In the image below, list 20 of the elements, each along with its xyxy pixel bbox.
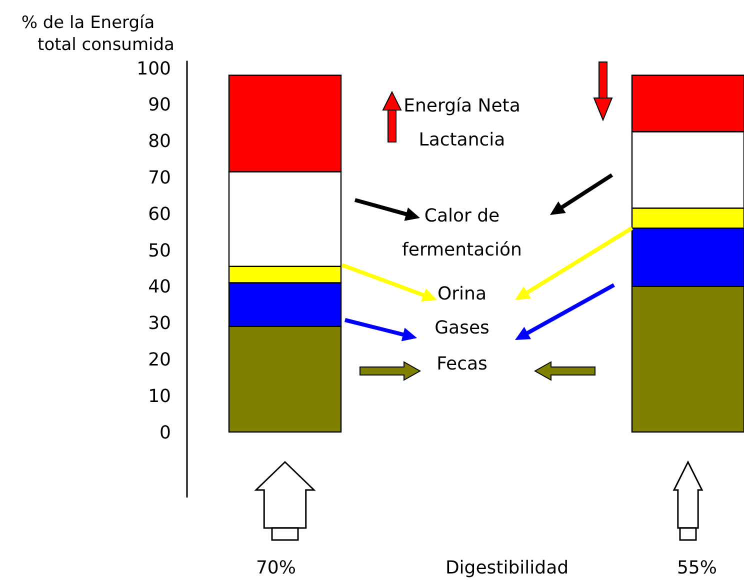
y-tick-label: 70 [148,167,171,188]
x-tick-label: 70% [256,557,296,578]
y-tick-label: 0 [160,422,171,444]
y-tick-label: 50 [148,240,171,262]
legend-label: Gases [434,317,490,338]
legend-label: Orina [437,283,487,304]
y-tick-label: 40 [148,276,171,298]
y-tick-label: 90 [148,94,171,116]
x-tick-label: 55% [676,557,718,578]
y-tick-label: 60 [148,204,171,225]
text: Digestibilidad [445,557,569,578]
y-tick-label: 100 [136,58,171,80]
legend-label: Fecas [436,353,488,374]
legend-label: Calor de fermentación [402,205,522,260]
legend-label: Energía Neta Lactancia [404,95,520,150]
y-tick-label: 10 [148,386,171,407]
y-tick-label: 20 [148,349,171,370]
y-tick-label: 30 [148,313,171,334]
y-axis-title: % de la Energía total consumida [21,13,174,55]
y-tick-label: 80 [148,131,171,152]
